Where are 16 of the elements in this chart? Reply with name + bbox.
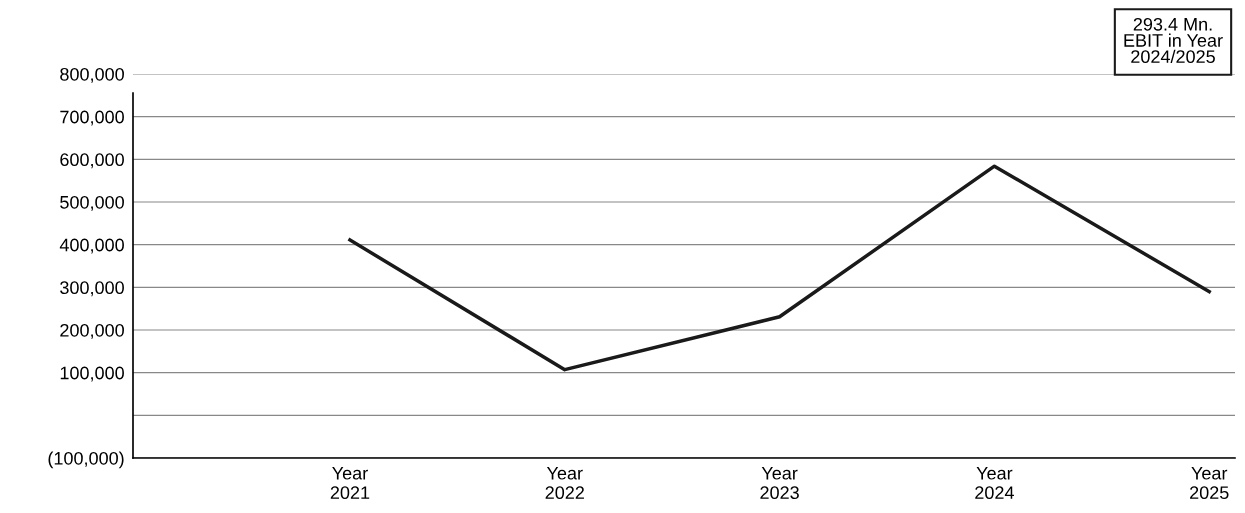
line-series: [348, 164, 1211, 372]
y-tick-label: 200,000: [60, 323, 124, 339]
y-tick-label: 700,000: [60, 110, 124, 126]
x-tick-label: Year 2022: [545, 467, 584, 500]
x-tick-label: Year 2023: [760, 467, 799, 500]
y-tick-label: 800,000: [60, 67, 124, 83]
x-tick-label: Year 2021: [330, 467, 370, 500]
y-tick-label: 500,000: [60, 195, 124, 211]
y-tick-label: (100,000): [48, 451, 124, 469]
y-tick-label: 600,000: [60, 153, 124, 169]
y-tick-label: 300,000: [60, 281, 124, 297]
x-tick-label: Year 2025: [1190, 467, 1229, 500]
text: 293.4 Mn. EBIT in Year 2024/2025: [1124, 17, 1223, 64]
y-tick-label: 100,000: [60, 366, 124, 382]
y-tick-label: 400,000: [59, 238, 124, 254]
x-tick-label: Year 2024: [975, 467, 1014, 500]
